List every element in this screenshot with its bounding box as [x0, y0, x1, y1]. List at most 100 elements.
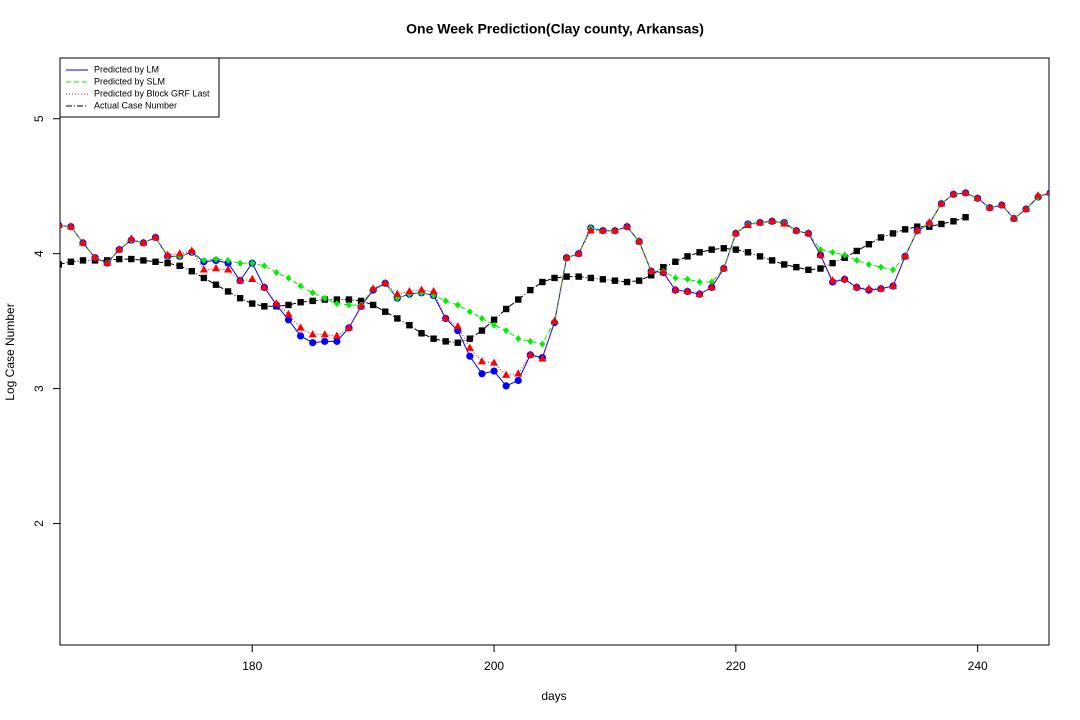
point — [901, 226, 909, 233]
y-axis-label: Log Case Number — [3, 303, 17, 400]
point — [308, 330, 317, 338]
point — [345, 301, 352, 309]
legend-label: Predicted by LM — [94, 64, 159, 74]
point — [309, 297, 316, 305]
point — [840, 274, 849, 283]
point — [768, 257, 776, 264]
point — [551, 274, 558, 282]
point — [188, 268, 195, 275]
point — [587, 274, 594, 282]
point — [816, 250, 825, 258]
point — [478, 327, 486, 334]
series-line — [60, 192, 1049, 376]
point — [817, 265, 824, 272]
point — [793, 263, 800, 271]
series-line — [60, 192, 1049, 387]
point — [550, 316, 559, 324]
point — [1046, 190, 1049, 196]
point — [79, 257, 87, 264]
point — [103, 258, 112, 266]
y-tick-label: 3 — [32, 385, 46, 392]
point — [466, 308, 473, 316]
point — [406, 321, 413, 329]
point — [417, 285, 426, 293]
point — [441, 313, 450, 322]
point — [466, 335, 474, 342]
point — [453, 322, 462, 330]
point — [853, 247, 860, 255]
point — [1034, 191, 1043, 199]
point — [357, 301, 366, 309]
point — [696, 278, 703, 286]
point — [224, 265, 233, 273]
point — [672, 274, 679, 282]
point — [901, 251, 910, 260]
y-tick-label: 5 — [32, 115, 46, 122]
point — [332, 331, 341, 339]
point — [140, 257, 147, 264]
point — [91, 253, 100, 261]
point — [163, 250, 172, 258]
point — [562, 253, 571, 261]
point — [743, 220, 752, 229]
point — [527, 337, 534, 345]
point — [429, 286, 438, 295]
x-axis-label: days — [541, 689, 566, 703]
series-line — [60, 192, 1049, 345]
point — [865, 260, 872, 268]
plot-area — [60, 188, 1049, 390]
legend-box — [59, 57, 220, 118]
point — [212, 255, 219, 263]
point — [273, 269, 280, 277]
point — [394, 315, 401, 322]
point — [526, 350, 535, 358]
point — [369, 284, 378, 292]
point — [985, 203, 994, 211]
point — [913, 226, 922, 234]
point — [78, 238, 87, 246]
point — [829, 259, 836, 267]
point — [405, 286, 414, 295]
point — [490, 367, 498, 375]
point — [925, 218, 934, 226]
point — [236, 276, 245, 284]
point — [200, 274, 208, 282]
point — [671, 285, 680, 293]
point — [719, 264, 728, 272]
point — [660, 263, 667, 271]
point — [139, 238, 148, 246]
point — [284, 309, 293, 318]
point — [284, 316, 293, 324]
point — [491, 321, 498, 329]
point — [648, 272, 655, 279]
point — [635, 237, 644, 245]
x-tick-label: 200 — [484, 659, 504, 673]
point — [382, 308, 389, 315]
point — [454, 339, 461, 346]
point — [514, 369, 523, 377]
point — [115, 245, 124, 253]
point — [599, 276, 607, 283]
point — [515, 296, 522, 303]
point — [60, 223, 63, 229]
point — [465, 343, 474, 351]
point — [756, 253, 764, 260]
point — [696, 249, 703, 256]
point — [333, 300, 340, 308]
point — [720, 245, 727, 252]
point — [248, 274, 257, 283]
point — [828, 276, 837, 284]
point — [490, 316, 498, 323]
point — [890, 266, 897, 274]
point — [477, 357, 486, 365]
point — [442, 338, 449, 345]
point — [236, 294, 244, 302]
point — [1009, 214, 1018, 222]
chart-title: One Week Prediction(Clay county, Arkansa… — [406, 21, 704, 37]
point — [381, 278, 390, 287]
point — [393, 289, 402, 297]
point — [781, 261, 788, 268]
point — [575, 273, 582, 280]
legend-label: Actual Case Number — [94, 100, 177, 110]
point — [586, 226, 595, 234]
